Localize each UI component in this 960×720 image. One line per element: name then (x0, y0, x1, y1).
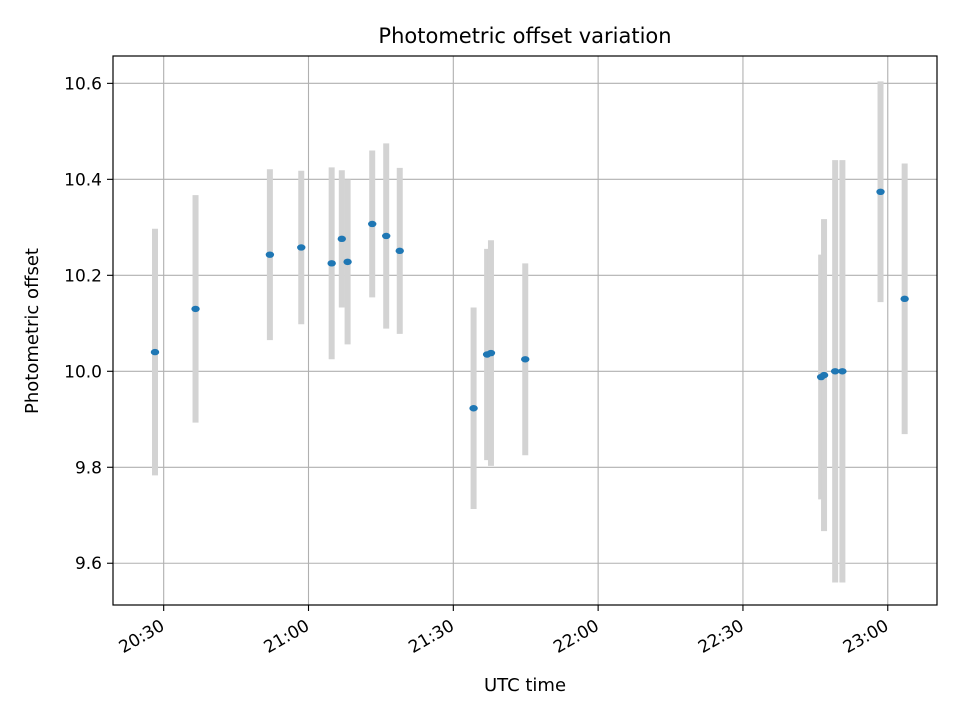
x-tick-label: 22:00 (550, 616, 602, 658)
x-tick-label: 22:30 (695, 616, 747, 658)
data-points (150, 188, 909, 412)
data-point (469, 405, 478, 412)
x-tick-label: 20:30 (116, 616, 168, 658)
data-point (150, 348, 160, 356)
y-tick-label: 10.0 (64, 362, 102, 382)
data-point (486, 349, 496, 357)
data-point (191, 305, 200, 313)
y-tick-label: 10.2 (64, 266, 102, 286)
data-point (343, 258, 352, 266)
x-tick-label: 23:00 (840, 616, 892, 658)
y-tick-label: 10.6 (64, 74, 102, 94)
data-point (900, 295, 909, 303)
data-point (819, 371, 829, 379)
data-point (382, 232, 391, 240)
y-tick-label: 10.4 (64, 170, 102, 190)
y-tick-label: 9.8 (75, 458, 102, 478)
data-point (297, 244, 306, 251)
chart-title: Photometric offset variation (378, 24, 671, 48)
data-point (838, 368, 847, 375)
data-point (368, 220, 377, 228)
y-tick-label: 9.6 (75, 554, 102, 574)
error-bars (151, 81, 908, 583)
data-point (830, 368, 840, 375)
y-axis-label: Photometric offset (22, 248, 43, 414)
x-axis-ticks: 20:30 21:00 21:30 22:00 22:30 23:00 (116, 605, 892, 658)
data-point (327, 260, 336, 267)
x-tick-label: 21:00 (261, 616, 313, 658)
x-axis-label: UTC time (484, 675, 566, 696)
y-axis-ticks: 9.6 9.8 10.0 10.2 10.4 10.6 (64, 74, 113, 574)
data-point (265, 251, 275, 258)
data-point (521, 356, 530, 363)
plot-frame (112, 55, 938, 606)
data-point (337, 235, 347, 243)
data-point (395, 247, 404, 255)
x-tick-label: 21:30 (405, 616, 457, 658)
data-point (876, 188, 885, 196)
